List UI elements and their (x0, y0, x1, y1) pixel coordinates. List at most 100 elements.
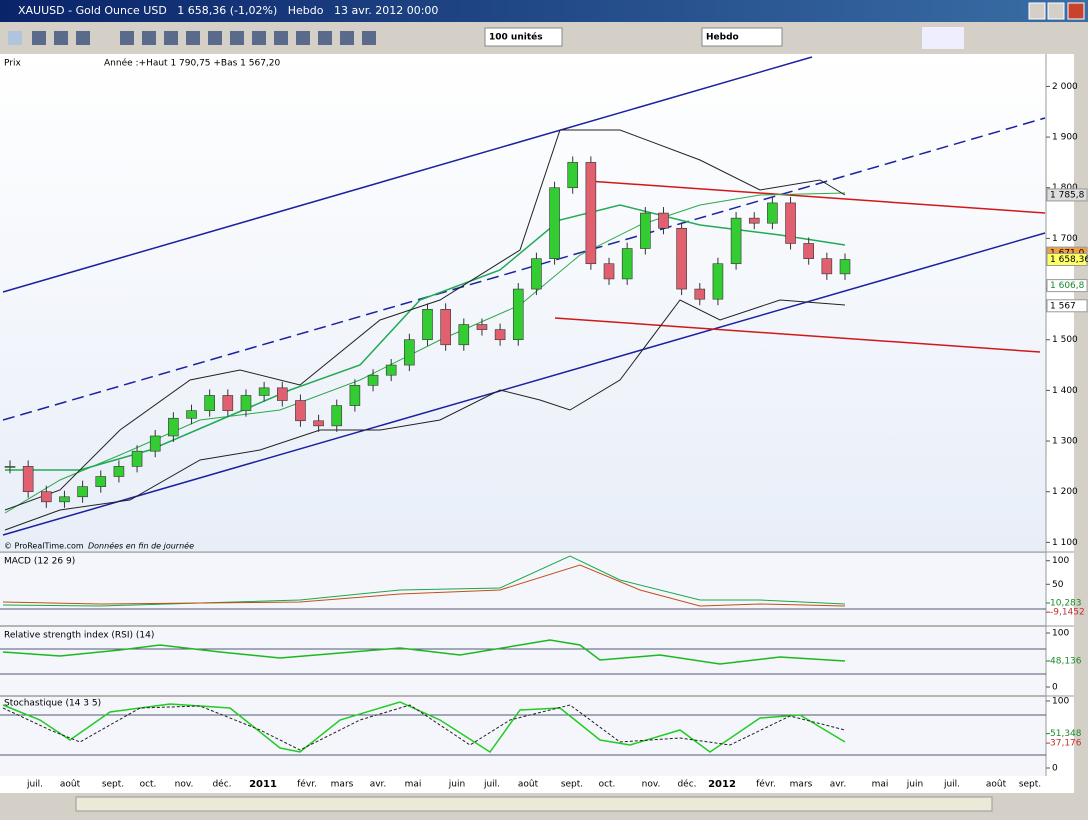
candle (440, 309, 451, 346)
period-dropdown[interactable] (701, 27, 783, 47)
indicator-value: -9,1452 (1050, 608, 1085, 618)
price-label-box (1046, 188, 1088, 202)
price-label: 1 785,8 (1050, 190, 1085, 200)
candle (748, 217, 760, 224)
candle (276, 387, 288, 401)
candle (549, 187, 560, 259)
candle (59, 496, 70, 503)
x-tick-label: mai (872, 780, 889, 790)
candle (730, 217, 742, 265)
candle (531, 258, 542, 290)
price-label: 1 567 (1050, 301, 1076, 311)
title-bar (0, 0, 1088, 22)
candle (168, 417, 179, 437)
quantity-dropdown[interactable] (484, 27, 563, 47)
y-tick-label: 0 (1052, 683, 1058, 693)
price-label-box (1046, 299, 1088, 313)
indicator-value: 10,283 (1050, 599, 1082, 609)
source: © ProRealTime.com (4, 542, 84, 551)
candle (186, 410, 197, 419)
x-tick-label: févr. (297, 779, 317, 790)
candle (131, 450, 143, 467)
x-tick-label: juil. (483, 780, 500, 790)
candle (4, 466, 16, 468)
side-scrollbar[interactable] (1074, 23, 1088, 793)
x-tick-label: déc. (677, 779, 696, 790)
y-tick-label: 0 (1052, 764, 1058, 774)
price-label-box (1046, 279, 1088, 293)
x-tick-label: nov. (642, 780, 661, 790)
quantity-value: 100 unités (489, 32, 543, 43)
candle (295, 400, 306, 422)
tool-icons[interactable] (8, 27, 964, 49)
time-axis (0, 776, 1074, 793)
candle (404, 339, 415, 366)
rsi-panel (0, 627, 1046, 695)
candle (95, 476, 107, 487)
candle (149, 435, 161, 452)
x-tick-label: 2012 (708, 779, 736, 790)
panel-legend: Année :+Haut 1 790,75 +Bas 1 567,20 (104, 58, 281, 69)
candle (349, 385, 361, 406)
x-tick-label: mai (405, 780, 422, 790)
trend-lines (2, 56, 1046, 536)
x-tick-label: août (60, 780, 81, 790)
window-buttons[interactable] (1028, 2, 1085, 20)
candle (512, 288, 524, 341)
candle (585, 162, 597, 265)
macd-label: MACD (12 26 9) (4, 557, 75, 567)
price-label-box (1046, 252, 1088, 266)
y-tick-label: 100 (1052, 556, 1069, 566)
candle (785, 202, 796, 244)
y-tick-label: 1 500 (1052, 335, 1078, 345)
candle (258, 387, 270, 396)
horizontal-scrollbar[interactable] (75, 796, 993, 812)
candle (422, 309, 433, 341)
x-tick-label: juin (906, 780, 923, 790)
x-tick-label: sept. (561, 780, 583, 790)
candle (821, 258, 833, 275)
x-tick-label: 2011 (249, 779, 277, 790)
candle (567, 162, 579, 189)
candle (676, 227, 687, 290)
indicator-lines (0, 555, 1046, 756)
panel-label: Prix (4, 59, 21, 69)
axis-strip (1046, 54, 1074, 776)
candle (712, 263, 724, 300)
candle (839, 259, 851, 275)
candle (458, 324, 470, 346)
candle (694, 288, 706, 300)
candle (803, 243, 814, 259)
y-tick-label: 1 400 (1052, 386, 1078, 396)
x-tick-label: mars (790, 780, 813, 790)
x-tick-label: avr. (370, 780, 387, 790)
y-tick-label: 50 (1052, 580, 1064, 590)
x-tick-label: nov. (175, 780, 194, 790)
candle (767, 202, 778, 224)
x-tick-label: juil. (943, 780, 960, 790)
source-note: Données en fin de journée (88, 541, 194, 551)
stoch-label: Stochastique (14 3 5) (4, 699, 101, 709)
x-tick-label: avr. (830, 780, 847, 790)
y-tick-label: 1 900 (1052, 133, 1078, 143)
candle (385, 364, 397, 376)
candle (204, 395, 215, 411)
y-tick-label: 100 (1052, 697, 1069, 707)
x-tick-label: oct. (599, 780, 616, 790)
macd-panel (0, 553, 1046, 625)
candle (222, 395, 234, 411)
period-value: Hebdo (706, 33, 739, 43)
candle (603, 263, 615, 280)
indicator-value: 48,136 (1050, 657, 1082, 667)
stoch-panel (0, 697, 1046, 776)
indicator-value: 51,348 (1050, 729, 1082, 739)
price-label: 1 606,8 (1050, 281, 1085, 291)
x-tick-label: févr. (756, 779, 776, 790)
x-tick-label: déc. (212, 779, 231, 790)
y-tick-label: 1 800 (1052, 183, 1078, 193)
candle (494, 329, 506, 341)
x-tick-label: août (986, 780, 1007, 790)
y-tick-label: 1 300 (1052, 437, 1078, 447)
candle (367, 374, 379, 386)
